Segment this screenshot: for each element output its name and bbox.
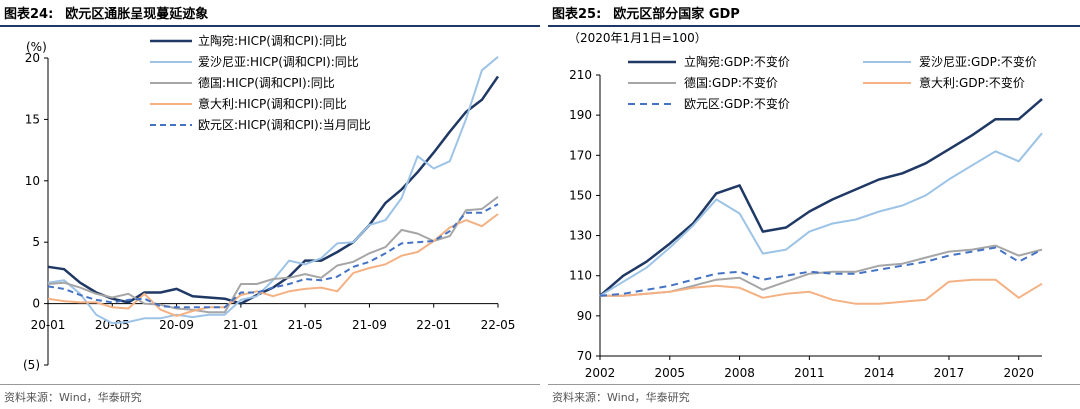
series-line-0 [599,98,1043,297]
y-tick-label: 150 [569,188,592,202]
title-rule [548,25,1080,27]
y-unit-label: (%) [26,40,47,54]
legend-label: 欧元区:GDP:不变价 [684,96,790,111]
x-tick-label: 2014 [864,366,895,380]
x-tick-label: 20-01 [31,318,66,332]
x-tick-label: 21-09 [352,318,387,332]
x-tick-label: 2008 [724,366,755,380]
figure-25-number: 图表25: [552,7,602,22]
y-tick-label: 5 [32,235,40,249]
legend-label: 意大利:GDP:不变价 [919,75,1025,90]
y-tick-label: 110 [569,269,592,283]
x-tick-label: 2002 [585,366,616,380]
x-tick-label: 20-09 [159,318,194,332]
y-tick-label: 20 [25,51,40,65]
x-tick-label: 2020 [1003,366,1034,380]
figure-25-title-text: 欧元区部分国家 GDP [613,7,740,22]
inflation-line-chart: (%)20 15 10 5 0 (5) 20-01 20-05 20-09 21-01 21-05 2… [23,33,516,372]
x-tick-label: 21-05 [288,318,323,332]
series-line-4 [47,203,499,309]
y-tick-label: 190 [569,108,592,122]
y-tick-label: 210 [569,68,592,82]
legend-label: 立陶宛:HICP(调和CPI):同比 [198,33,347,48]
y-tick-label: 170 [569,148,592,162]
y-tick-label: 90 [577,309,592,323]
source-rule [548,384,1080,385]
series-line-3 [47,213,499,317]
series-line-1 [599,132,1043,297]
legend-label: 爱沙尼亚:GDP:不变价 [919,54,1037,69]
y-tick-label: 10 [25,174,40,188]
x-tick-label: 2017 [934,366,965,380]
x-tick-label: 2005 [655,366,686,380]
y-tick-label: (5) [23,358,40,372]
x-tick-label: 20-05 [95,318,130,332]
figure-24-title-text: 欧元区通胀呈现蔓延迹象 [65,7,209,22]
y-tick-label: 70 [577,349,592,363]
legend-label: 意大利:HICP(调和CPI):同比 [198,96,347,111]
source-rule [0,384,540,385]
legend-label: 立陶宛:GDP:不变价 [684,54,790,69]
y-tick-label: 0 [32,297,40,311]
figure-24-source: 资料来源：Wind，华泰研究 [4,391,142,404]
series-line-1 [47,56,499,325]
series-line-4 [599,246,1043,297]
figure-24-panel: 图表24: 欧元区通胀呈现蔓延迹象 (%) 20 15 10 5 0 (5) 20-01 20-0… [0,3,540,404]
x-tick-label: 2011 [794,366,825,380]
legend-label: 爱沙尼亚:HICP(调和CPI):同比 [198,55,359,69]
figure-25-title: 图表25: 欧元区部分国家 GDP [552,3,740,22]
x-tick-label: 22-05 [481,318,516,332]
series-line-3 [600,278,1043,305]
series-line-2 [600,244,1043,297]
figure-25-panel: 图表25: 欧元区部分国家 GDP （2020年1月1日=100） 210 190 17… [548,0,1080,409]
y-unit-label: （2020年1月1日=100） [568,31,707,45]
y-tick-label: 130 [569,229,592,243]
gdp-line-chart: （2020年1月1日=100） 210 190 170 150 130 110 90 70 200… [568,31,1043,380]
figure-24-title: 图表24: 欧元区通胀呈现蔓延迹象 [4,3,208,22]
figure-24-number: 图表24: [4,7,54,22]
x-tick-label: 22-01 [416,318,451,332]
x-tick-label: 21-01 [223,318,258,332]
legend-label: 德国:HICP(调和CPI):同比 [198,75,335,90]
figure-25-source: 资料来源：Wind，华泰研究 [552,391,690,404]
legend-label: 德国:GDP:不变价 [684,75,778,90]
legend-label: 欧元区:HICP(调和CPI):当月同比 [198,118,371,132]
title-rule [0,25,540,27]
y-tick-label: 15 [25,112,40,126]
series-line-2 [47,196,499,314]
